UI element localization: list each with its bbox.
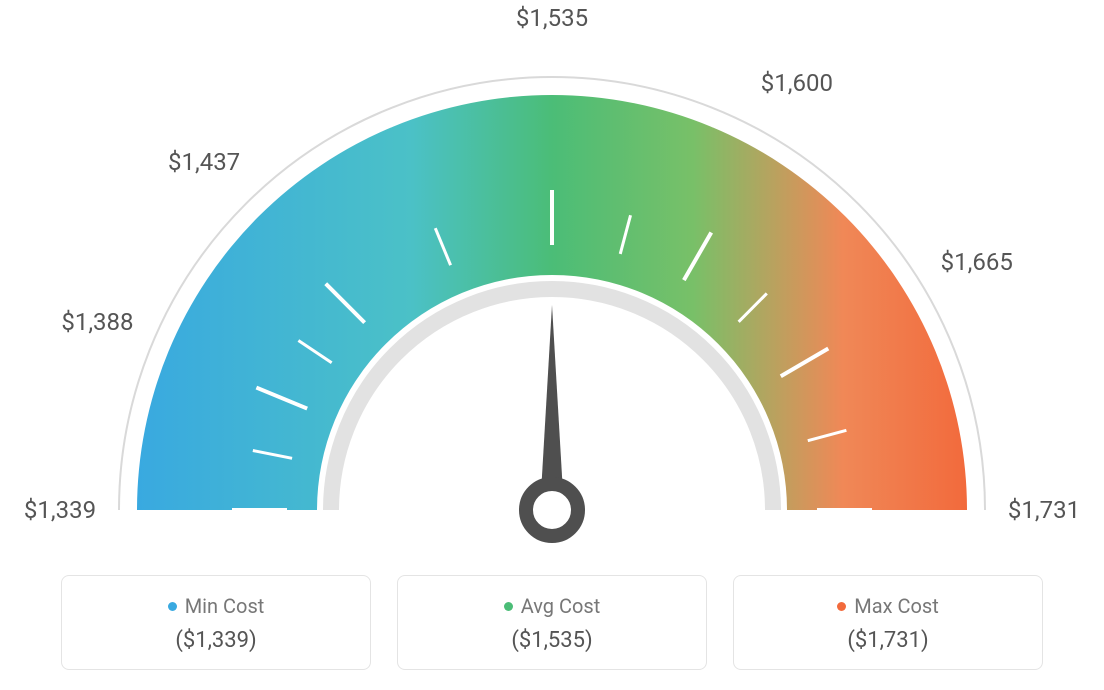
gauge-tick-label: $1,437 bbox=[168, 148, 240, 176]
legend-label-avg: Avg Cost bbox=[521, 594, 601, 618]
cost-gauge-container: $1,339 $1,388 $1,437 $1,535 $1,600 $1,665 $1,7… bbox=[0, 0, 1104, 690]
legend-value-min: ($1,339) bbox=[72, 628, 360, 653]
gauge-tick-label: $1,665 bbox=[941, 248, 1013, 276]
legend-dot-min bbox=[168, 602, 177, 611]
gauge-tick-label: $1,731 bbox=[1008, 496, 1080, 524]
legend-label-max: Max Cost bbox=[854, 594, 939, 618]
gauge-tick-label: $1,535 bbox=[516, 4, 588, 32]
gauge-tick-label: $1,339 bbox=[24, 496, 96, 524]
legend-value-max: ($1,731) bbox=[744, 628, 1032, 653]
legend-row: Min Cost ($1,339) Avg Cost ($1,535) Max … bbox=[0, 575, 1104, 670]
gauge-chart: $1,339 $1,388 $1,437 $1,535 $1,600 $1,665 $1,7… bbox=[0, 0, 1104, 560]
legend-card-min: Min Cost ($1,339) bbox=[61, 575, 371, 670]
gauge-tick-label: $1,388 bbox=[61, 308, 133, 336]
legend-card-avg: Avg Cost ($1,535) bbox=[397, 575, 707, 670]
legend-card-max: Max Cost ($1,731) bbox=[733, 575, 1043, 670]
legend-dot-max bbox=[837, 602, 846, 611]
gauge-tick-label: $1,600 bbox=[761, 69, 833, 97]
legend-dot-avg bbox=[504, 602, 513, 611]
legend-value-avg: ($1,535) bbox=[408, 628, 696, 653]
legend-label-min: Min Cost bbox=[185, 594, 265, 618]
